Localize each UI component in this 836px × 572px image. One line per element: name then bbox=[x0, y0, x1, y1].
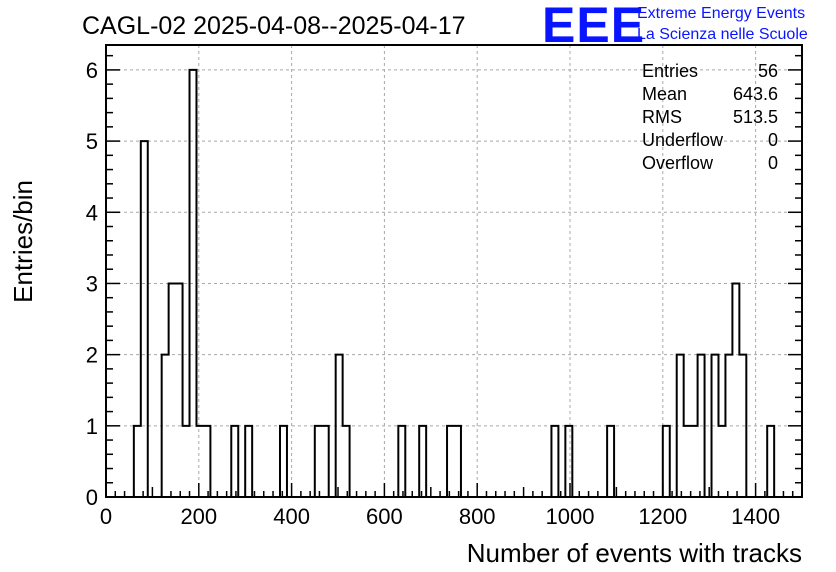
stats-label: Mean bbox=[642, 84, 687, 104]
x-tick-labels: 0 200 400 600 800 1000 1200 1400 bbox=[100, 504, 780, 529]
histogram-bin bbox=[280, 426, 287, 497]
stats-label: RMS bbox=[642, 107, 682, 127]
stats-value: 0 bbox=[768, 153, 778, 173]
histogram-bin bbox=[607, 426, 614, 497]
axes bbox=[105, 44, 803, 498]
histogram-bin bbox=[718, 426, 725, 497]
histogram-bin bbox=[315, 426, 322, 497]
x-tick-label: 1000 bbox=[546, 504, 595, 529]
histogram-bin bbox=[684, 426, 691, 497]
histogram-bin bbox=[398, 426, 405, 497]
histogram-bin bbox=[551, 426, 558, 497]
x-axis-label: Number of events with tracks bbox=[467, 538, 802, 568]
histogram-bin bbox=[231, 426, 238, 497]
stats-label: Underflow bbox=[642, 130, 724, 150]
x-tick-label: 1200 bbox=[638, 504, 687, 529]
x-tick-label: 400 bbox=[273, 504, 310, 529]
plot-frame bbox=[105, 44, 803, 498]
histogram-bin bbox=[134, 426, 141, 497]
chart-title: CAGL-02 2025-04-08--2025-04-17 bbox=[82, 12, 466, 40]
y-tick-label: 0 bbox=[86, 485, 98, 510]
y-tick-labels: 0 1 2 3 4 5 6 bbox=[86, 58, 98, 510]
x-tick-label: 1400 bbox=[731, 504, 780, 529]
histogram-bin bbox=[196, 426, 203, 497]
x-tick-label: 600 bbox=[366, 504, 403, 529]
stats-box: Entries 56 Mean 643.6 RMS 513.5 Underflow 0 Over… bbox=[642, 61, 778, 173]
y-tick-label: 4 bbox=[86, 200, 98, 225]
histogram-bin bbox=[767, 426, 774, 497]
stats-value: 56 bbox=[758, 61, 778, 81]
histogram-bin bbox=[141, 141, 148, 497]
stats-label: Entries bbox=[642, 61, 698, 81]
histogram-bin bbox=[419, 426, 426, 497]
histogram-bin bbox=[245, 426, 252, 497]
histogram-bin bbox=[169, 283, 176, 497]
eee-logo-mark: EEE bbox=[542, 0, 645, 53]
x-tick-label: 800 bbox=[459, 504, 496, 529]
stats-value: 0 bbox=[768, 130, 778, 150]
y-tick-label: 5 bbox=[86, 129, 98, 154]
y-tick-label: 2 bbox=[86, 343, 98, 368]
histogram-bin bbox=[691, 426, 698, 497]
histogram-bin bbox=[447, 426, 454, 497]
y-axis-label: Entries/bin bbox=[8, 180, 38, 303]
eee-logo-line2: La Scienza nelle Scuole bbox=[637, 26, 808, 43]
x-tick-label: 0 bbox=[100, 504, 112, 529]
histogram-bin bbox=[183, 426, 190, 497]
stats-value: 643.6 bbox=[733, 84, 778, 104]
histogram-bin bbox=[565, 426, 572, 497]
histogram-bin bbox=[322, 426, 329, 497]
histogram-bin bbox=[732, 283, 739, 497]
y-tick-label: 1 bbox=[86, 414, 98, 439]
stats-label: Overflow bbox=[642, 153, 714, 173]
y-tick-label: 6 bbox=[86, 58, 98, 83]
stats-value: 513.5 bbox=[733, 107, 778, 127]
y-tick-label: 3 bbox=[86, 271, 98, 296]
histogram-bin bbox=[454, 426, 461, 497]
histogram-bin bbox=[343, 426, 350, 497]
eee-logo-line1: Extreme Energy Events bbox=[637, 5, 805, 22]
histogram-bin bbox=[663, 426, 670, 497]
histogram-bin bbox=[176, 283, 183, 497]
histogram-bin bbox=[203, 426, 210, 497]
eee-logo: EEE Extreme Energy Events La Scienza nel… bbox=[542, 0, 808, 53]
x-tick-label: 200 bbox=[180, 504, 217, 529]
